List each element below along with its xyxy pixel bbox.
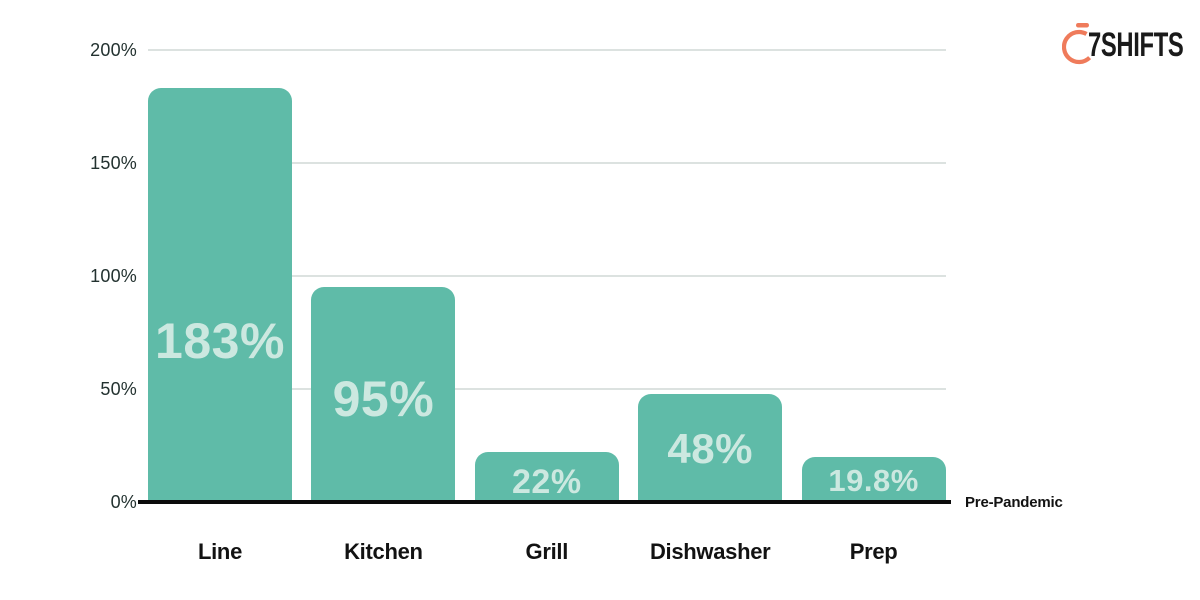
y-tick-label-200: 200% [90, 40, 137, 60]
y-tick-label-100: 100% [90, 266, 137, 286]
y-tick-label-150: 150% [90, 153, 137, 173]
bar-kitchen: 95% [311, 287, 456, 502]
gridline-150 [148, 162, 946, 164]
y-tick-label-0: 0% [110, 492, 137, 512]
x-axis-label-grill: Grill [525, 539, 569, 564]
gridline-200 [148, 49, 946, 51]
logo-text: 7SHIFTS [1088, 26, 1184, 64]
gridline-100 [148, 275, 946, 277]
bar-dishwasher: 48% [638, 393, 783, 502]
x-axis-label-line: Line [197, 539, 243, 564]
bar-grill: 22% [474, 452, 619, 502]
bar-value-label-dishwasher: 48% [667, 424, 753, 472]
y-tick-label-50: 50% [100, 379, 137, 399]
baseline-label: Pre-Pandemic [965, 494, 1063, 511]
bar-value-label-prep: 19.8% [828, 462, 919, 498]
x-axis-label-dishwasher: Dishwasher [649, 539, 771, 564]
bar-prep: 19.8% [801, 457, 946, 502]
gridline-50 [148, 388, 946, 390]
x-axis-label-kitchen: Kitchen [344, 539, 423, 564]
logo: 7SHIFTS [1062, 22, 1200, 66]
bar-value-label-grill: 22% [512, 462, 582, 501]
bar-value-label-line: 183% [155, 312, 285, 369]
bar-line: 183% [148, 88, 292, 502]
x-axis-label-prep: Prep [849, 539, 898, 564]
stopwatch-icon [1062, 23, 1092, 65]
bar-value-label-kitchen: 95% [332, 370, 435, 427]
x-axis-line [138, 500, 951, 504]
